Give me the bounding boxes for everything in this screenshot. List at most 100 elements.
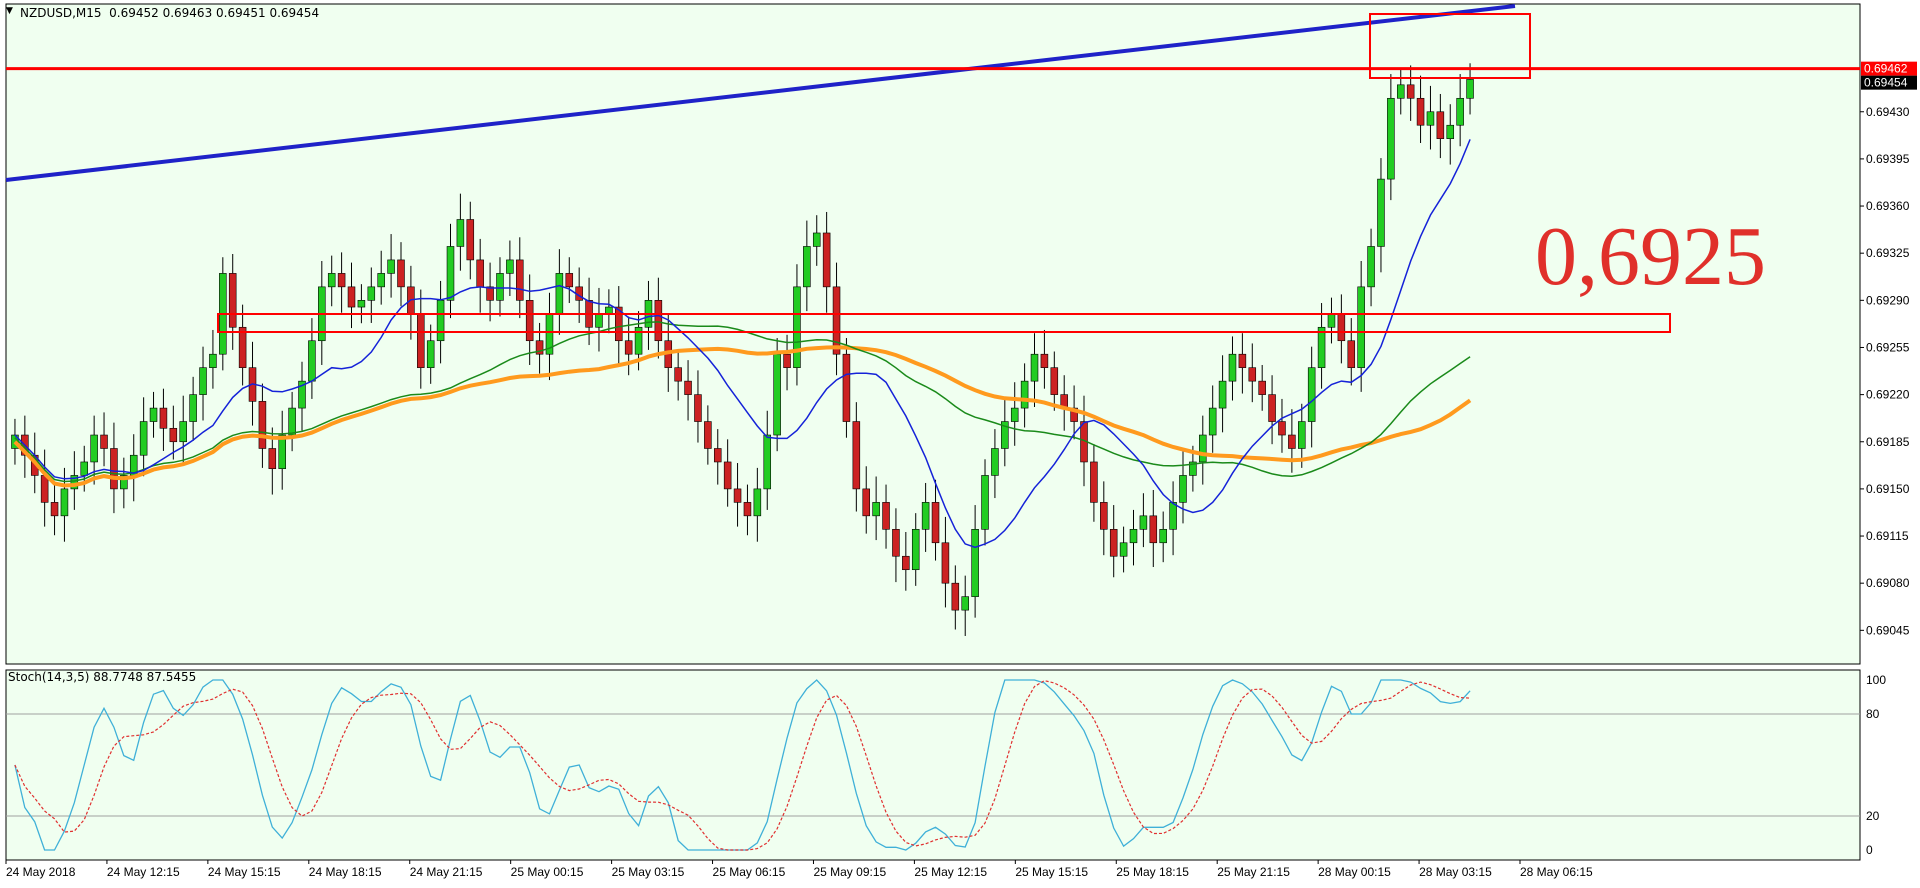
bull-candle: [70, 475, 79, 490]
bull-candle: [1189, 461, 1197, 476]
bull-candle: [1228, 353, 1237, 382]
bear-candle: [1238, 353, 1247, 368]
bull-candle: [1377, 178, 1385, 247]
bear-candle: [1070, 407, 1078, 422]
bull-candle: [506, 259, 514, 274]
bear-candle: [169, 427, 178, 443]
x-tick-label: 25 May 15:15: [1015, 865, 1088, 879]
bear-candle: [466, 219, 475, 261]
bear-candle: [941, 542, 950, 584]
x-tick-label: 25 May 03:15: [612, 865, 685, 879]
stoch-tick-label: 20: [1866, 809, 1880, 823]
bull-candle: [1298, 421, 1306, 449]
bull-candle: [189, 394, 197, 422]
y-tick-label: 0.69185: [1866, 435, 1910, 449]
bull-candle: [595, 313, 603, 328]
bear-candle: [1040, 353, 1049, 368]
current-price-label: 0.69462: [1864, 62, 1908, 76]
bull-candle: [1307, 367, 1316, 422]
current-price-tag: [1861, 61, 1917, 76]
bear-candle: [615, 306, 623, 342]
bear-candle: [397, 259, 405, 288]
bull-candle: [605, 306, 613, 315]
indicator-header: Stoch(14,3,5) 88.7748 87.5455: [8, 670, 197, 684]
bull-candle: [1001, 421, 1009, 449]
bear-candle: [704, 421, 712, 449]
x-tick-label: 25 May 09:15: [813, 865, 886, 879]
bull-candle: [120, 475, 128, 490]
bull-candle: [991, 448, 999, 476]
x-tick-label: 24 May 18:15: [309, 865, 382, 879]
bear-candle: [892, 529, 900, 557]
bear-candle: [1337, 313, 1346, 342]
x-tick-label: 24 May 12:15: [107, 865, 180, 879]
bull-candle: [911, 529, 920, 571]
x-tick-label: 25 May 18:15: [1116, 865, 1189, 879]
bear-candle: [337, 273, 346, 288]
bull-candle: [793, 286, 801, 368]
bear-candle: [110, 448, 118, 490]
symbol-header: NZDUSD,M15 0.69452 0.69463 0.69451 0.694…: [20, 6, 320, 20]
bear-candle: [1278, 421, 1286, 436]
bull-candle: [803, 246, 811, 288]
bull-candle: [387, 259, 395, 274]
bear-candle: [842, 353, 851, 422]
bear-candle: [694, 394, 702, 422]
bear-candle: [1416, 97, 1425, 126]
bull-candle: [149, 407, 158, 422]
x-tick-label: 28 May 00:15: [1318, 865, 1391, 879]
support-zone-box: [217, 313, 1671, 333]
menu-glyph[interactable]: ▼: [6, 6, 13, 16]
bear-candle: [1090, 461, 1098, 503]
bull-candle: [288, 407, 296, 436]
bull-candle: [1317, 326, 1326, 368]
bull-candle: [377, 273, 385, 288]
y-tick-label: 0.69150: [1866, 482, 1910, 496]
bull-candle: [179, 421, 187, 443]
trendline: [5, 4, 1516, 182]
bull-candle: [1159, 529, 1167, 544]
bear-candle: [713, 448, 722, 463]
bull-candle: [634, 326, 643, 355]
y-tick-label: 0.69325: [1866, 246, 1910, 260]
bull-candle: [1199, 434, 1207, 463]
bear-candle: [674, 367, 682, 382]
bear-candle: [931, 502, 940, 544]
bull-candle: [298, 380, 306, 409]
stoch-tick-label: 80: [1866, 707, 1880, 721]
bear-candle: [684, 380, 692, 395]
bull-candle: [961, 596, 969, 611]
bear-candle: [1050, 367, 1059, 395]
y-tick-label: 0.69080: [1866, 576, 1910, 590]
bull-candle: [436, 300, 445, 342]
bull-candle: [60, 488, 69, 517]
y-tick-label: 0.69290: [1866, 293, 1910, 307]
ma-mid-line: [14, 321, 1471, 483]
bull-candle: [773, 353, 781, 436]
bull-candle: [1129, 529, 1138, 544]
bull-candle: [1327, 313, 1336, 328]
bear-candle: [535, 340, 544, 355]
bear-candle: [1100, 502, 1108, 530]
x-tick-label: 24 May 21:15: [410, 865, 483, 879]
bear-candle: [417, 313, 425, 368]
x-tick-label: 25 May 12:15: [914, 865, 987, 879]
bear-candle: [822, 232, 831, 288]
x-tick-label: 25 May 21:15: [1217, 865, 1290, 879]
y-tick-label: 0.69430: [1866, 105, 1910, 119]
bull-candle: [921, 502, 930, 530]
bear-candle: [654, 300, 663, 342]
bear-candle: [1288, 434, 1296, 449]
bull-candle: [199, 367, 207, 395]
bull-candle: [1179, 475, 1187, 503]
bull-candle: [278, 434, 286, 469]
x-tick-label: 25 May 06:15: [713, 865, 786, 879]
bear-candle: [516, 259, 524, 301]
bull-candle: [1139, 515, 1148, 530]
bull-candle: [357, 300, 366, 308]
bear-candle: [1268, 394, 1276, 422]
bull-candle: [753, 488, 762, 517]
bear-candle: [40, 475, 49, 503]
